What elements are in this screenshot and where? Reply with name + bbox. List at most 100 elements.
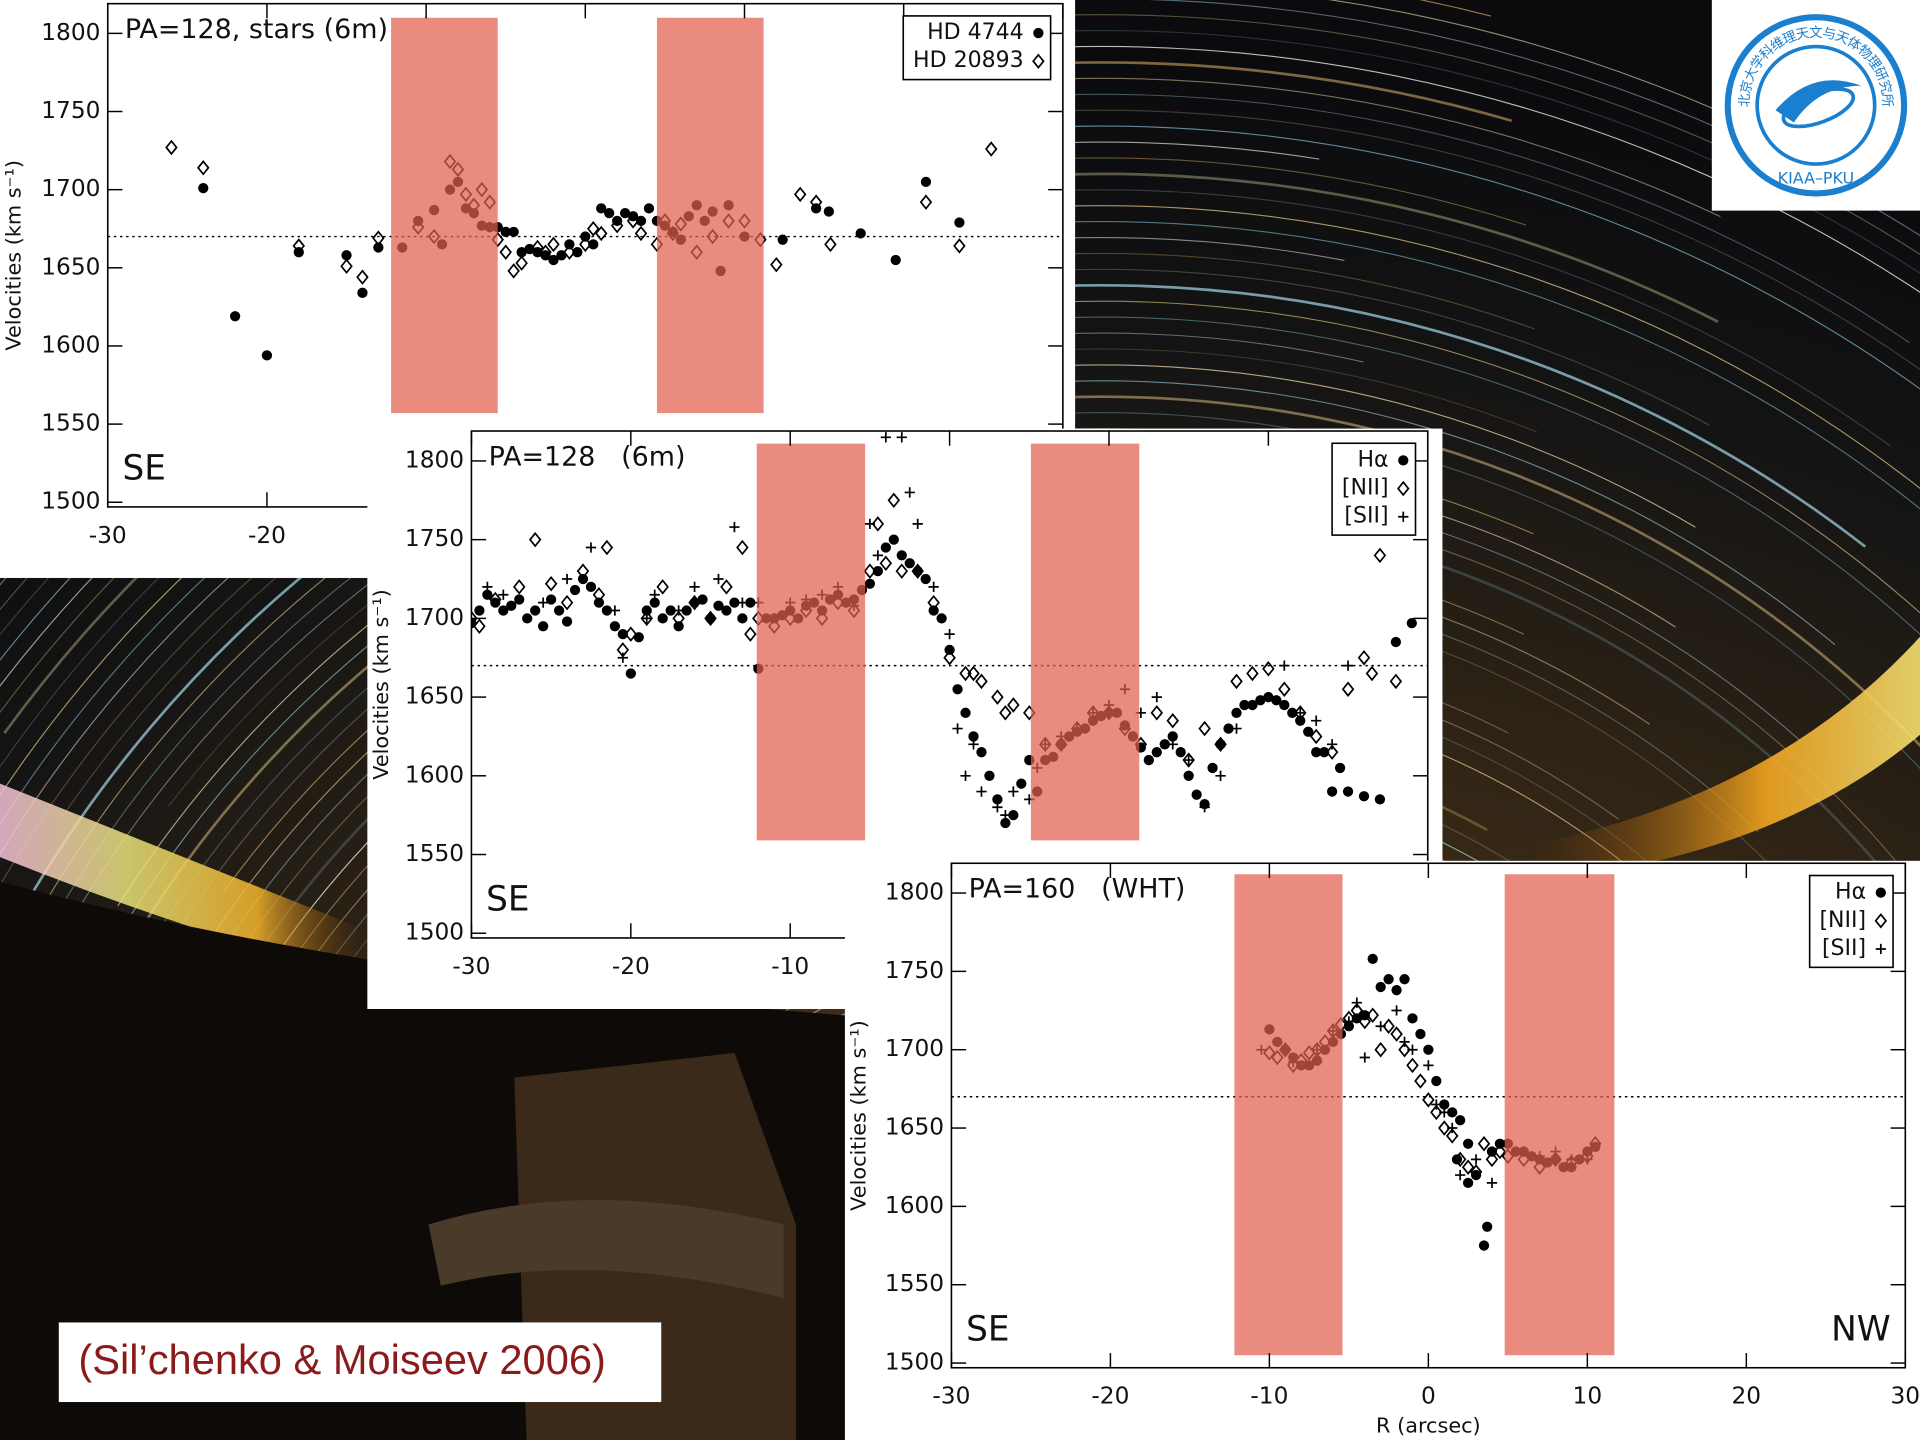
data-point xyxy=(473,618,486,634)
x-tick-label: -10 xyxy=(771,953,809,980)
y-axis-label: Velocities (km s⁻¹) xyxy=(847,1020,871,1211)
data-point xyxy=(944,628,955,640)
data-point xyxy=(777,234,788,245)
data-point xyxy=(609,605,621,616)
data-point xyxy=(1183,754,1194,766)
data-point xyxy=(1183,770,1194,781)
data-point xyxy=(619,207,631,219)
legend-marker xyxy=(1875,887,1886,898)
data-point xyxy=(1000,817,1011,829)
legend-label: HD 20893 xyxy=(913,48,1024,73)
data-point xyxy=(1008,810,1019,821)
data-point xyxy=(538,621,549,632)
data-point xyxy=(960,770,971,781)
data-point xyxy=(1215,770,1226,781)
data-point xyxy=(1430,1104,1443,1121)
data-point xyxy=(936,613,947,624)
data-point xyxy=(1279,660,1290,671)
annotation: SE xyxy=(486,880,529,920)
x-tick-label: -30 xyxy=(932,1383,970,1410)
data-point xyxy=(992,794,1003,805)
data-point xyxy=(507,263,520,279)
data-point xyxy=(911,563,924,579)
data-point xyxy=(912,565,923,577)
data-point xyxy=(1494,1138,1506,1149)
data-point xyxy=(625,668,636,679)
data-point xyxy=(968,731,979,742)
data-point xyxy=(1159,739,1170,750)
data-point xyxy=(896,550,907,561)
data-point xyxy=(1311,747,1322,758)
data-point xyxy=(561,573,573,585)
data-point xyxy=(1477,1135,1491,1152)
y-tick-label: 1650 xyxy=(41,253,100,280)
data-point xyxy=(1151,691,1162,703)
data-point xyxy=(506,600,517,611)
data-point xyxy=(587,221,600,237)
data-point xyxy=(643,203,655,214)
data-point xyxy=(585,542,597,553)
data-point xyxy=(1151,747,1162,758)
data-point xyxy=(1389,673,1403,690)
y-tick-label: 1500 xyxy=(405,919,464,946)
data-point xyxy=(1000,810,1011,821)
data-point xyxy=(1374,794,1386,805)
data-point xyxy=(984,141,998,157)
data-point xyxy=(984,770,995,781)
data-point xyxy=(1350,1002,1364,1019)
data-point xyxy=(1374,1041,1387,1058)
data-point xyxy=(737,597,748,608)
x-tick-label: 20 xyxy=(1732,1383,1762,1410)
data-point xyxy=(1311,715,1322,726)
y-tick-label: 1750 xyxy=(885,957,944,984)
data-point xyxy=(879,555,893,571)
data-point xyxy=(1451,1154,1463,1165)
data-point xyxy=(579,236,592,253)
annotation: SE xyxy=(122,449,165,489)
data-point xyxy=(610,217,624,234)
y-tick-label: 1600 xyxy=(41,331,100,358)
data-point xyxy=(513,579,526,595)
data-point xyxy=(564,239,575,250)
data-point xyxy=(553,605,565,616)
data-point xyxy=(229,311,241,322)
data-point xyxy=(197,160,210,176)
data-point xyxy=(1207,762,1218,774)
data-point xyxy=(1482,1221,1493,1232)
data-point xyxy=(871,516,885,532)
legend-marker xyxy=(1398,511,1409,522)
highlight-band xyxy=(391,17,498,414)
data-point xyxy=(657,613,668,624)
data-point xyxy=(1447,1122,1458,1134)
chart-title: PA=160 (WHT) xyxy=(969,874,1186,905)
data-point xyxy=(515,255,528,271)
data-point xyxy=(1423,1060,1434,1071)
data-point xyxy=(1439,1107,1450,1118)
data-point xyxy=(1230,673,1243,690)
data-point xyxy=(1438,1120,1451,1136)
data-point xyxy=(809,194,823,210)
data-point xyxy=(609,621,621,632)
data-point xyxy=(165,139,178,156)
data-point xyxy=(1199,802,1210,813)
data-point xyxy=(770,256,783,273)
y-tick-label: 1700 xyxy=(41,175,100,202)
data-point xyxy=(1407,1013,1418,1024)
data-point xyxy=(1150,705,1164,721)
y-tick-label: 1550 xyxy=(41,410,100,437)
data-point xyxy=(1198,720,1211,737)
legend-marker xyxy=(1032,53,1045,69)
logo-galaxy xyxy=(1775,80,1862,123)
data-point xyxy=(1262,661,1275,677)
data-point xyxy=(864,518,876,530)
data-point xyxy=(720,579,733,595)
data-point xyxy=(1493,1143,1507,1160)
data-point xyxy=(540,250,551,261)
data-point xyxy=(656,579,669,595)
legend-marker xyxy=(1875,943,1886,955)
data-point xyxy=(992,802,1003,813)
data-point xyxy=(673,621,684,632)
